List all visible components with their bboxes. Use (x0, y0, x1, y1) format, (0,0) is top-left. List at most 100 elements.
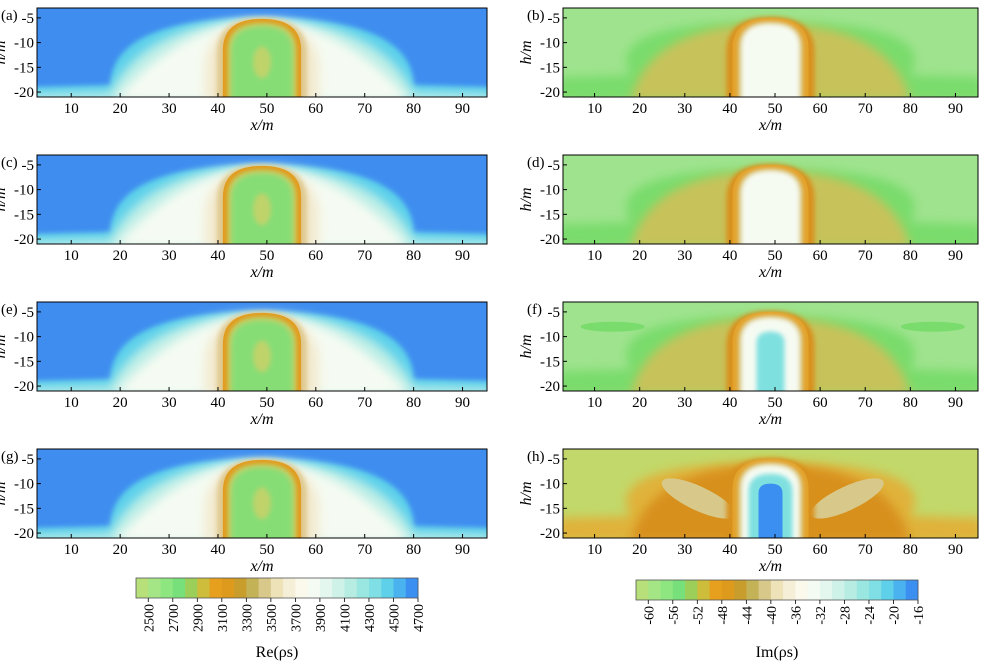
colorbar-tick-label: -60 (642, 606, 657, 625)
x-axis-label: x/m (758, 117, 782, 134)
colorbar-swatch (356, 578, 370, 598)
y-tick-label: -5 (548, 305, 561, 321)
side-lobe (810, 478, 884, 519)
colorbar-swatch (381, 578, 394, 598)
y-tick-label: -20 (540, 526, 560, 542)
y-axis-label: h/m (518, 41, 535, 65)
colorbar-frame (135, 577, 419, 599)
x-tick-label: 40 (210, 248, 225, 264)
x-axis-label: x/m (758, 264, 782, 281)
x-tick-label: 50 (768, 542, 783, 558)
colorbar-swatch (319, 578, 333, 598)
colorbar-tick-label: 4300 (363, 604, 378, 632)
y-tick-label: -5 (22, 305, 35, 321)
panel-g: 10 20 30 40 50 60 70 80 90 -5 -10 -15 -20 x/m h/m (g) (0, 448, 488, 575)
y-tick-label: -20 (14, 526, 34, 542)
colorbar-swatch (746, 580, 760, 600)
y-tick-label: -20 (14, 232, 34, 248)
colorbar-tick-label: -40 (765, 606, 780, 625)
x-tick-label: 60 (308, 248, 323, 264)
colorbar-tick-label: -56 (667, 606, 682, 625)
colorbar-swatch (209, 578, 223, 598)
x-tick-label: 10 (64, 395, 79, 411)
colorbar-swatch (672, 580, 686, 600)
colorbar-swatch (246, 578, 260, 598)
panel-label: (a) (1, 8, 18, 24)
anomaly-core-spot (253, 46, 271, 79)
colorbar-swatch (636, 580, 649, 600)
x-tick-label: 60 (813, 248, 828, 264)
y-tick-label: -15 (540, 207, 560, 223)
panel-b: 10 20 30 40 50 60 70 80 90 -5 -10 -15 -20 x/m h/m (b) (518, 7, 979, 134)
plot-area (37, 8, 487, 97)
plot-frame (562, 448, 979, 539)
x-tick-label: 50 (259, 248, 274, 264)
colorbar-swatch (832, 580, 845, 600)
y-tick-label: -15 (14, 207, 34, 223)
y-tick-label: -15 (14, 354, 34, 370)
x-tick-label: 70 (858, 101, 873, 117)
y-tick-label: -15 (14, 60, 34, 76)
colorbar-tick-label: -48 (716, 606, 731, 625)
x-tick-label: 60 (813, 542, 828, 558)
x-tick-label: 20 (632, 248, 647, 264)
colorbar-real: 2500 2700 2900 3100 3300 3500 3700 3900 4100 4300… (135, 577, 427, 661)
colorbar-label: Im(ρs) (756, 644, 799, 661)
y-axis-label: h/m (518, 335, 535, 359)
y-axis-label: h/m (0, 482, 9, 506)
colorbar-swatch (332, 578, 345, 598)
colorbar-tick-label: -16 (912, 606, 927, 625)
x-axis-label: x/m (249, 558, 273, 575)
plot-frame (562, 7, 979, 98)
anomaly-core-deep (758, 483, 783, 538)
colorbar-swatch (734, 580, 747, 600)
x-tick-label: 90 (455, 248, 470, 264)
anomaly-core-inner (756, 331, 785, 391)
anomaly-core-spot (253, 193, 271, 226)
colorbar-swatch (770, 580, 784, 600)
x-axis-label: x/m (249, 117, 273, 134)
x-tick-label: 70 (357, 101, 372, 117)
anomaly-core (741, 23, 800, 97)
x-tick-label: 80 (903, 101, 918, 117)
y-axis-label: h/m (0, 335, 9, 359)
panel-label: (h) (527, 449, 545, 465)
colorbar-label: Re(ρs) (256, 644, 299, 661)
side-lobe (900, 321, 965, 332)
y-tick-label: -15 (14, 501, 34, 517)
x-tick-label: 30 (677, 395, 692, 411)
colorbar-swatch (136, 578, 149, 598)
x-tick-label: 70 (357, 542, 372, 558)
colorbar-tick-label: 3500 (265, 604, 280, 632)
colorbar-tick-label: 2900 (191, 604, 206, 632)
x-tick-label: 10 (64, 248, 79, 264)
colorbar-tick-label: -28 (838, 606, 853, 625)
y-tick-label: -20 (14, 85, 34, 101)
x-tick-label: 80 (903, 542, 918, 558)
y-tick-label: -10 (540, 36, 560, 52)
x-tick-label: 80 (406, 395, 421, 411)
colorbar-swatch (881, 580, 894, 600)
y-axis-label: h/m (0, 188, 9, 212)
y-tick-label: -10 (14, 36, 34, 52)
panel-d: 10 20 30 40 50 60 70 80 90 -5 -10 -15 -20 x/m h/m (d) (518, 154, 979, 281)
panel-label: (e) (1, 302, 18, 318)
x-tick-label: 20 (632, 395, 647, 411)
y-axis-label: h/m (518, 482, 535, 506)
colorbar-swatch (172, 578, 186, 598)
y-tick-label: -5 (22, 11, 35, 27)
colorbar-swatch (270, 578, 284, 598)
x-tick-label: 70 (858, 542, 873, 558)
x-tick-label: 80 (406, 542, 421, 558)
plot-area (563, 155, 978, 244)
colorbar-swatch (807, 580, 821, 600)
x-tick-label: 30 (162, 395, 177, 411)
colorbar-swatch (697, 580, 710, 600)
x-tick-label: 40 (210, 395, 225, 411)
colorbar-tick-label: 3700 (289, 604, 304, 632)
colorbar-swatch (344, 578, 358, 598)
x-tick-label: 90 (948, 395, 963, 411)
y-tick-label: -20 (540, 85, 560, 101)
x-axis-label: x/m (249, 411, 273, 428)
y-tick-label: -10 (540, 477, 560, 493)
